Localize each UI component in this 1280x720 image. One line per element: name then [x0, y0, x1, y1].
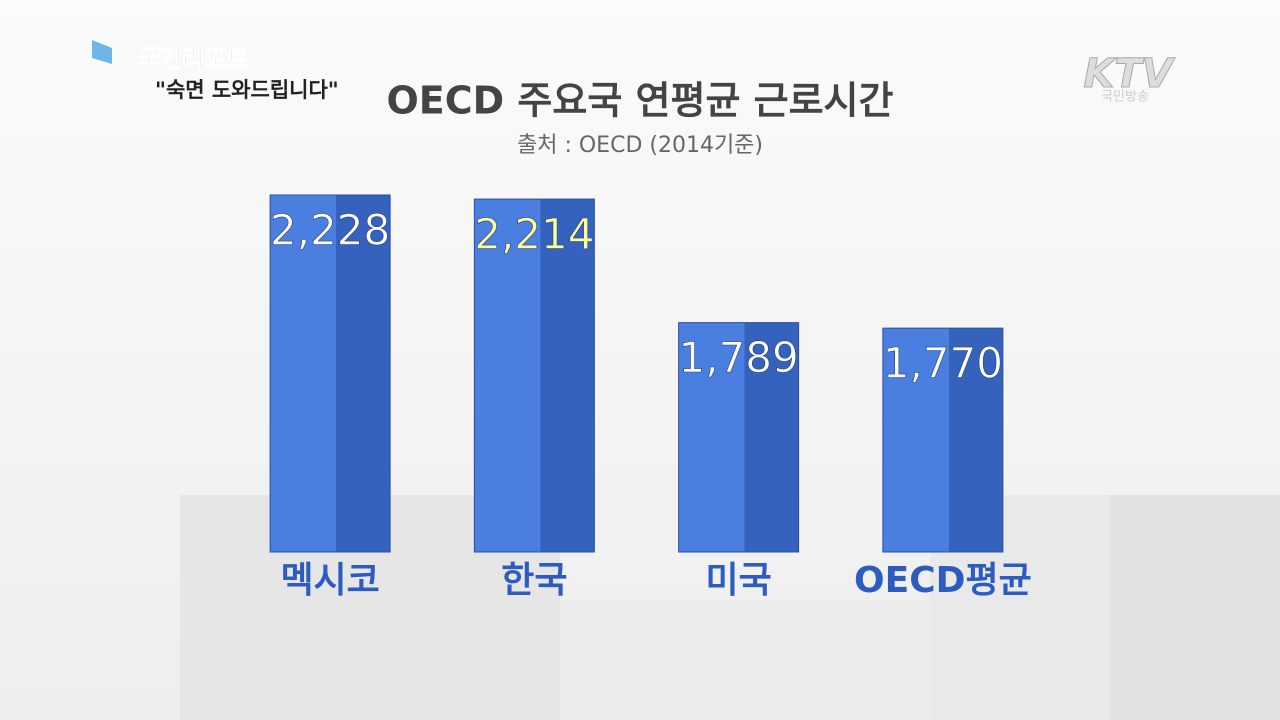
megaphone-icon — [92, 40, 112, 64]
chart-subtitle: 출처 : OECD (2014기준) — [517, 133, 763, 158]
x-tick-label: OECD평균 — [854, 560, 1032, 601]
backdrop-block — [1110, 495, 1280, 720]
bar — [269, 194, 391, 553]
value-label: 1,770 — [883, 339, 1003, 388]
bar — [473, 198, 595, 553]
x-tick-label: 미국 — [706, 560, 772, 601]
chart-title: OECD 주요국 연평균 근로시간 — [387, 79, 894, 123]
value-label: 1,789 — [679, 333, 799, 382]
value-label: 2,228 — [270, 206, 390, 255]
value-label: 2,214 — [474, 210, 594, 259]
channel-logo: KTV — [1083, 51, 1175, 97]
channel-sub: 국민방송 — [1101, 90, 1149, 105]
program-logo: 국민리포트 — [138, 45, 248, 73]
x-tick-label: 멕시코 — [280, 560, 379, 601]
x-tick-label: 한국 — [501, 560, 567, 601]
bar — [882, 327, 1004, 553]
bar — [678, 322, 800, 553]
episode-title: "숙면 도와드립니다" — [155, 78, 339, 102]
backdrop-block — [560, 600, 930, 720]
